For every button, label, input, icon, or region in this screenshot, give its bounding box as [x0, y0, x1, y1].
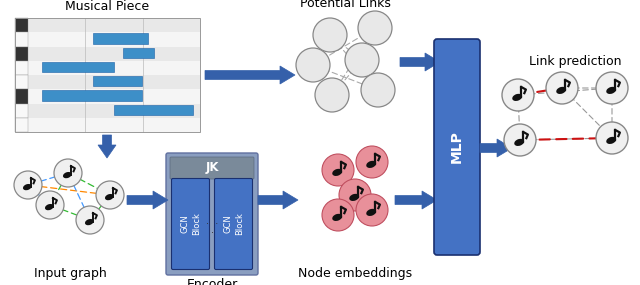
Circle shape: [502, 79, 534, 111]
Bar: [28, 89, 200, 103]
Bar: [42, 62, 114, 72]
Circle shape: [345, 43, 379, 77]
Ellipse shape: [105, 194, 114, 200]
FancyBboxPatch shape: [166, 153, 258, 275]
Circle shape: [14, 171, 42, 199]
Ellipse shape: [606, 137, 616, 144]
Polygon shape: [98, 135, 116, 158]
Ellipse shape: [512, 94, 522, 101]
Ellipse shape: [332, 214, 342, 221]
Circle shape: [36, 191, 64, 219]
Text: Input graph: Input graph: [34, 267, 106, 280]
Text: Node embeddings: Node embeddings: [298, 267, 412, 280]
Polygon shape: [480, 139, 512, 157]
Bar: [123, 48, 154, 58]
Circle shape: [361, 73, 395, 107]
Bar: [15, 89, 28, 103]
Circle shape: [322, 199, 354, 231]
Ellipse shape: [366, 209, 376, 216]
Bar: [28, 75, 200, 89]
Polygon shape: [205, 66, 295, 84]
Polygon shape: [127, 191, 168, 209]
FancyBboxPatch shape: [170, 157, 254, 179]
Text: GCN
Block: GCN Block: [180, 213, 201, 235]
Bar: [15, 75, 28, 89]
Bar: [15, 118, 28, 132]
Circle shape: [339, 179, 371, 211]
Bar: [42, 90, 141, 101]
Text: Encoder: Encoder: [186, 278, 237, 285]
Bar: [15, 46, 28, 61]
Bar: [28, 103, 200, 118]
FancyBboxPatch shape: [214, 178, 253, 270]
Bar: [15, 61, 28, 75]
Bar: [28, 46, 200, 61]
Ellipse shape: [63, 172, 72, 178]
Circle shape: [322, 154, 354, 186]
Circle shape: [356, 194, 388, 226]
Text: ·  ·
·: · · ·: [206, 219, 218, 238]
Ellipse shape: [366, 161, 376, 168]
Ellipse shape: [332, 169, 342, 176]
Polygon shape: [395, 191, 437, 209]
Circle shape: [504, 124, 536, 156]
Text: Musical Piece: Musical Piece: [65, 0, 150, 13]
Bar: [93, 33, 148, 44]
Circle shape: [76, 206, 104, 234]
Polygon shape: [400, 53, 440, 71]
Bar: [114, 105, 193, 115]
Ellipse shape: [606, 87, 616, 94]
Circle shape: [546, 72, 578, 104]
Polygon shape: [258, 191, 298, 209]
Bar: [15, 103, 28, 118]
Circle shape: [315, 78, 349, 112]
Ellipse shape: [349, 194, 359, 201]
Bar: [28, 61, 200, 75]
Bar: [28, 32, 200, 46]
Circle shape: [313, 18, 347, 52]
Circle shape: [296, 48, 330, 82]
Ellipse shape: [23, 184, 31, 190]
Ellipse shape: [85, 219, 93, 225]
Ellipse shape: [556, 87, 566, 94]
Circle shape: [356, 146, 388, 178]
Bar: [15, 18, 200, 132]
Ellipse shape: [45, 204, 54, 210]
Circle shape: [54, 159, 82, 187]
Bar: [15, 18, 28, 32]
Bar: [93, 76, 141, 86]
FancyBboxPatch shape: [434, 39, 480, 255]
Circle shape: [96, 181, 124, 209]
Circle shape: [596, 72, 628, 104]
Text: Link prediction: Link prediction: [529, 55, 621, 68]
Text: Potential Links: Potential Links: [300, 0, 390, 10]
Bar: [28, 118, 200, 132]
Text: MLP: MLP: [450, 131, 464, 163]
Circle shape: [596, 122, 628, 154]
Bar: [28, 18, 200, 32]
Text: GCN
Block: GCN Block: [223, 213, 244, 235]
Text: JK: JK: [205, 162, 219, 174]
Ellipse shape: [515, 139, 524, 146]
Circle shape: [358, 11, 392, 45]
FancyBboxPatch shape: [172, 178, 209, 270]
Bar: [15, 32, 28, 46]
